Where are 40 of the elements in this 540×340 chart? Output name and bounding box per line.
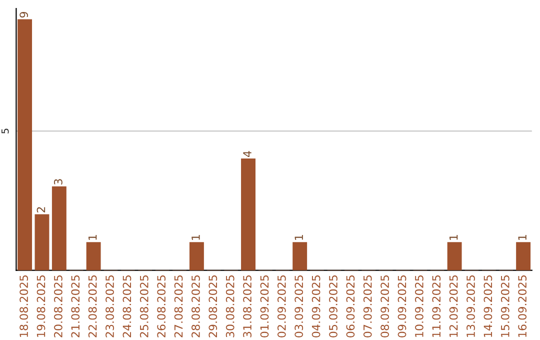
x-tick-label: 04.09.2025	[312, 275, 320, 338]
x-tick-label: 27.08.2025	[174, 275, 183, 338]
x-tick-label: 31.08.2025	[243, 275, 252, 338]
data-label: 9	[20, 12, 28, 18]
x-tick-label: 21.08.2025	[71, 275, 80, 338]
data-label: 1	[518, 235, 526, 240]
x-tick-label: 28.08.2025	[192, 275, 200, 338]
x-tick-label: 19.08.2025	[36, 275, 46, 337]
x-tick-label: 23.08.2025	[106, 275, 114, 338]
x-tick-label: 16.09.2025	[518, 275, 527, 337]
x-tick-label: 06.09.2025	[346, 275, 355, 338]
x-tick-label: 10.09.2025	[414, 275, 424, 337]
x-tick-label: 09.09.2025	[398, 275, 406, 338]
x-tick-label: 25.08.2025	[140, 275, 148, 338]
x-tick-label: 12.09.2025	[449, 275, 458, 337]
x-tick-label: 03.09.2025	[294, 275, 304, 338]
x-tick-label: 11.09.2025	[432, 275, 441, 337]
x-tick-label: 14.09.2025	[484, 275, 492, 337]
data-label: 4	[243, 151, 252, 157]
x-tick-label: 22.08.2025	[88, 275, 97, 338]
x-tick-label: 15.09.2025	[500, 275, 510, 337]
y-tick-label: 5	[2, 128, 9, 134]
x-tick-label: 05.09.2025	[329, 275, 338, 338]
x-tick-label: 30.08.2025	[226, 275, 234, 338]
x-tick-label: 18.08.2025	[20, 275, 28, 337]
x-tick-label: 02.09.2025	[277, 275, 286, 338]
x-tick-label: 07.09.2025	[363, 275, 372, 338]
data-label: 1	[88, 235, 97, 240]
x-tick-label: 29.08.2025	[208, 275, 218, 338]
x-tick-label: 20.08.2025	[54, 275, 62, 338]
data-label: 1	[192, 235, 200, 240]
data-label: 1	[294, 235, 303, 240]
data-label: 1	[450, 235, 458, 240]
data-label: 2	[36, 207, 46, 212]
data-label: 3	[54, 179, 62, 185]
x-tick-label: 13.09.2025	[466, 275, 475, 337]
x-tick-label: 26.08.2025	[157, 275, 166, 338]
x-tick-label: 08.09.2025	[380, 275, 390, 338]
x-tick-label: 24.08.2025	[122, 275, 132, 338]
x-tick-label: 01.09.2025	[260, 275, 269, 338]
